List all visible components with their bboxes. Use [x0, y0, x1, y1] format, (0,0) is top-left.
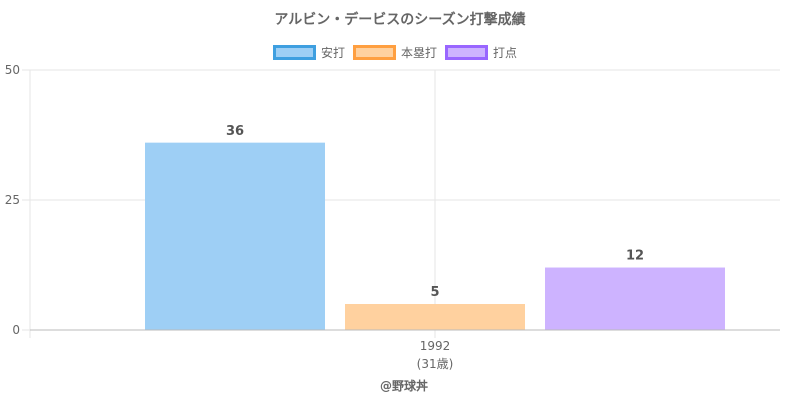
y-tick-label: 0	[12, 323, 20, 337]
legend-label: 安打	[321, 45, 345, 60]
legend-swatch	[445, 45, 488, 60]
legend-item[interactable]: 安打	[273, 45, 346, 60]
legend-swatch	[353, 45, 396, 60]
legend-item[interactable]: 本塁打	[353, 45, 438, 60]
bar	[345, 304, 525, 330]
bar-value-label: 36	[226, 124, 244, 139]
legend-label: 本塁打	[401, 46, 437, 60]
legend-item[interactable]: 打点	[445, 45, 518, 60]
y-tick-label: 25	[5, 193, 20, 207]
x-tick-label: 1992	[420, 339, 451, 353]
credit-text: @野球丼	[380, 378, 428, 393]
legend[interactable]: 安打 本塁打 打点	[273, 45, 518, 60]
bar-labels: 36 5 12	[226, 124, 644, 300]
y-axis: 0 25 50	[5, 63, 30, 337]
bar-value-label: 5	[430, 285, 439, 300]
legend-label: 打点	[493, 46, 517, 60]
bar	[545, 267, 725, 330]
bar	[145, 142, 325, 330]
x-axis: 1992 (31歳)	[30, 329, 780, 371]
chart-title: アルビン・デービスのシーズン打撃成績	[274, 11, 525, 28]
y-tick-label: 50	[5, 63, 20, 77]
legend-swatch	[273, 45, 316, 60]
bar-value-label: 12	[626, 249, 644, 264]
x-tick-sublabel: (31歳)	[417, 357, 454, 371]
bars	[145, 142, 725, 330]
